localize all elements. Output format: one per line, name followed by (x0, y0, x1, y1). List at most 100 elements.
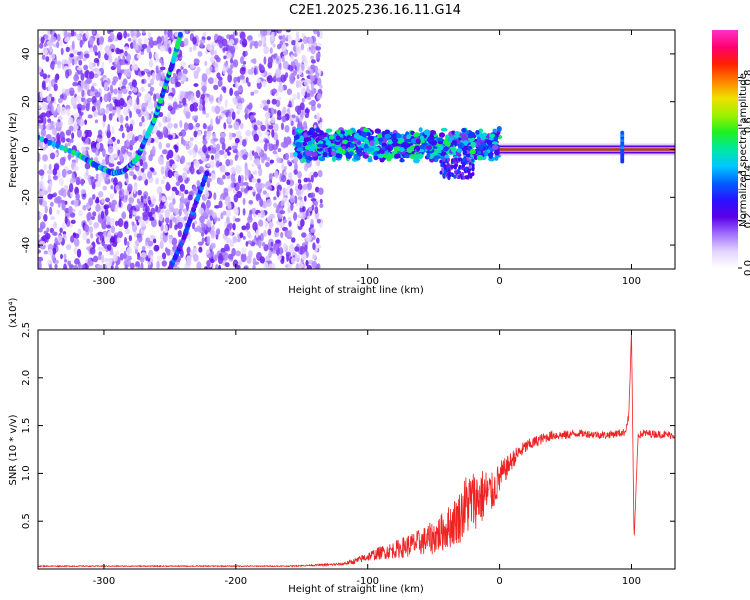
noise-dot (173, 152, 178, 162)
band-dot (296, 147, 304, 152)
noise-dot (291, 129, 296, 136)
noise-dot (80, 146, 86, 152)
noise-dot (76, 33, 81, 40)
band-dot (346, 129, 353, 136)
noise-dot (256, 78, 261, 84)
noise-dot (243, 148, 247, 153)
noise-dot (47, 193, 53, 200)
band-dot (458, 164, 462, 169)
band-dot (399, 147, 405, 153)
noise-dot (275, 68, 282, 78)
band-dot (406, 134, 411, 140)
noise-dot (67, 116, 74, 127)
snr-y-tick-label: 1.0 (21, 465, 32, 481)
noise-dot (126, 133, 133, 140)
noise-dot (264, 219, 268, 229)
band-dot (462, 175, 466, 180)
noise-dot (301, 253, 307, 261)
noise-dot (157, 121, 162, 128)
noise-dot (250, 91, 255, 96)
noise-dot (209, 159, 215, 169)
snr-x-label: Height of straight line (km) (288, 584, 424, 595)
noise-dot (180, 61, 186, 67)
noise-dot (148, 31, 151, 39)
band-dot (356, 140, 362, 145)
colorbar-tick-label: 0.8 (743, 70, 750, 86)
noise-dot (128, 90, 132, 95)
noise-dot (244, 50, 248, 57)
noise-dot (126, 85, 130, 92)
noise-dot (156, 36, 162, 45)
noise-dot (92, 82, 97, 87)
noise-dot (151, 145, 156, 155)
noise-dot (199, 39, 206, 45)
noise-dot (238, 151, 242, 157)
noise-dot (167, 30, 173, 38)
noise-dot (276, 43, 281, 50)
noise-dot (42, 73, 48, 80)
noise-dot (231, 111, 236, 121)
noise-dot (213, 50, 217, 56)
noise-dot (247, 81, 251, 87)
band-dot (451, 130, 456, 135)
noise-dot (297, 121, 303, 130)
noise-dot (140, 195, 144, 203)
noise-dot (267, 263, 274, 269)
band-dot (492, 141, 498, 145)
noise-dot (108, 163, 115, 168)
band-dot (450, 146, 457, 153)
noise-dot (219, 136, 226, 145)
noise-dot (48, 206, 53, 216)
noise-dot (124, 228, 131, 235)
noise-dot (270, 116, 276, 124)
noise-dot (239, 31, 246, 40)
noise-dot (166, 153, 170, 161)
noise-dot (290, 202, 294, 211)
noise-dot (172, 216, 177, 223)
noise-dot (52, 247, 57, 255)
noise-dot (152, 126, 158, 134)
noise-dot (148, 51, 152, 60)
noise-dot (95, 180, 102, 188)
snr-x-tick-label: -300 (93, 576, 116, 587)
band-dot (467, 134, 474, 139)
band-dot (409, 154, 416, 159)
noise-dot (269, 47, 273, 54)
noise-dot (133, 64, 139, 71)
noise-dot (201, 231, 205, 237)
noise-dot (288, 65, 294, 72)
noise-dot (288, 220, 292, 228)
noise-dot (195, 122, 201, 128)
snr-panel: -300 -200 -100 0 100 0.5 1.0 1.5 2.0 2.5 Height o… (8, 297, 676, 595)
noise-dot (259, 198, 264, 207)
noise-dot (97, 264, 104, 269)
noise-dot (299, 102, 305, 111)
noise-dot (64, 37, 70, 43)
noise-dot (213, 137, 219, 142)
noise-dot (119, 114, 124, 124)
noise-dot (71, 132, 75, 140)
noise-dot (92, 67, 99, 72)
noise-dot (45, 110, 51, 118)
noise-dot (270, 30, 277, 33)
noise-dot (167, 105, 173, 112)
noise-dot (315, 72, 320, 78)
noise-dot (206, 219, 212, 228)
noise-dot (95, 173, 99, 180)
noise-dot (299, 200, 305, 209)
noise-dot (230, 64, 234, 70)
noise-dot (179, 201, 184, 211)
noise-dot (246, 255, 252, 264)
noise-dot (47, 174, 51, 181)
noise-dot (40, 36, 45, 44)
band-dot (316, 143, 323, 148)
band-dot (292, 151, 298, 157)
noise-dot (85, 103, 90, 112)
noise-dot (264, 139, 270, 144)
band-dot (462, 157, 466, 162)
noise-dot (159, 66, 166, 71)
noise-dot (146, 45, 151, 54)
noise-dot (291, 39, 297, 46)
band-dot (456, 169, 460, 174)
noise-dot (64, 216, 68, 225)
